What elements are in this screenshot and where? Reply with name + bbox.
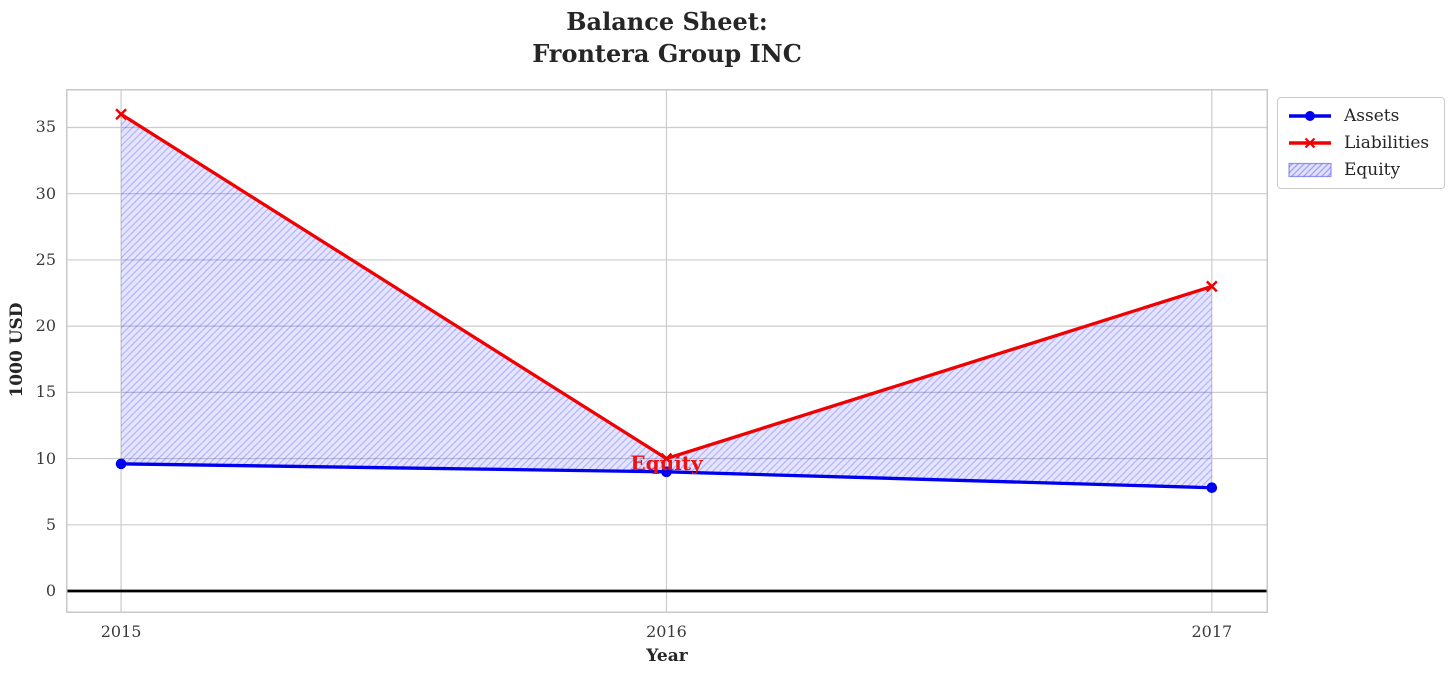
y-tick-label: 25 (35, 249, 56, 269)
y-tick-label: 20 (35, 316, 56, 336)
plot-area (66, 89, 1268, 613)
x-tick-label: 2015 (100, 622, 142, 641)
legend-label-equity: Equity (1344, 160, 1401, 180)
legend: Assets Liabilities Equity (1277, 97, 1445, 189)
x-tick-label: 2016 (646, 622, 687, 641)
y-tick-label: 0 (45, 581, 56, 600)
y-tick-label: 10 (35, 448, 56, 468)
y-tick-label: 5 (45, 514, 56, 534)
y-tick-label: 30 (35, 183, 56, 203)
equity-annotation: Equity (630, 450, 703, 475)
chart-title: Balance Sheet: Frontera Group INC (66, 6, 1268, 70)
chart-title-line2: Frontera Group INC (532, 39, 802, 68)
y-tick-label: 15 (35, 382, 56, 402)
legend-label-assets: Assets (1344, 106, 1400, 126)
y-tick-label: 35 (35, 117, 56, 137)
x-axis-label: Year (646, 646, 688, 666)
assets-line-swatch-icon (1288, 108, 1332, 124)
legend-item-equity: Equity (1288, 161, 1434, 179)
equity-hatch-swatch-icon (1288, 162, 1332, 178)
legend-item-liabilities: Liabilities (1288, 134, 1434, 152)
legend-item-assets: Assets (1288, 107, 1434, 125)
chart-title-line1: Balance Sheet: (566, 7, 768, 36)
liabilities-line-swatch-icon (1288, 135, 1332, 151)
legend-label-liabilities: Liabilities (1344, 133, 1430, 153)
x-tick-label: 2017 (1191, 622, 1233, 641)
